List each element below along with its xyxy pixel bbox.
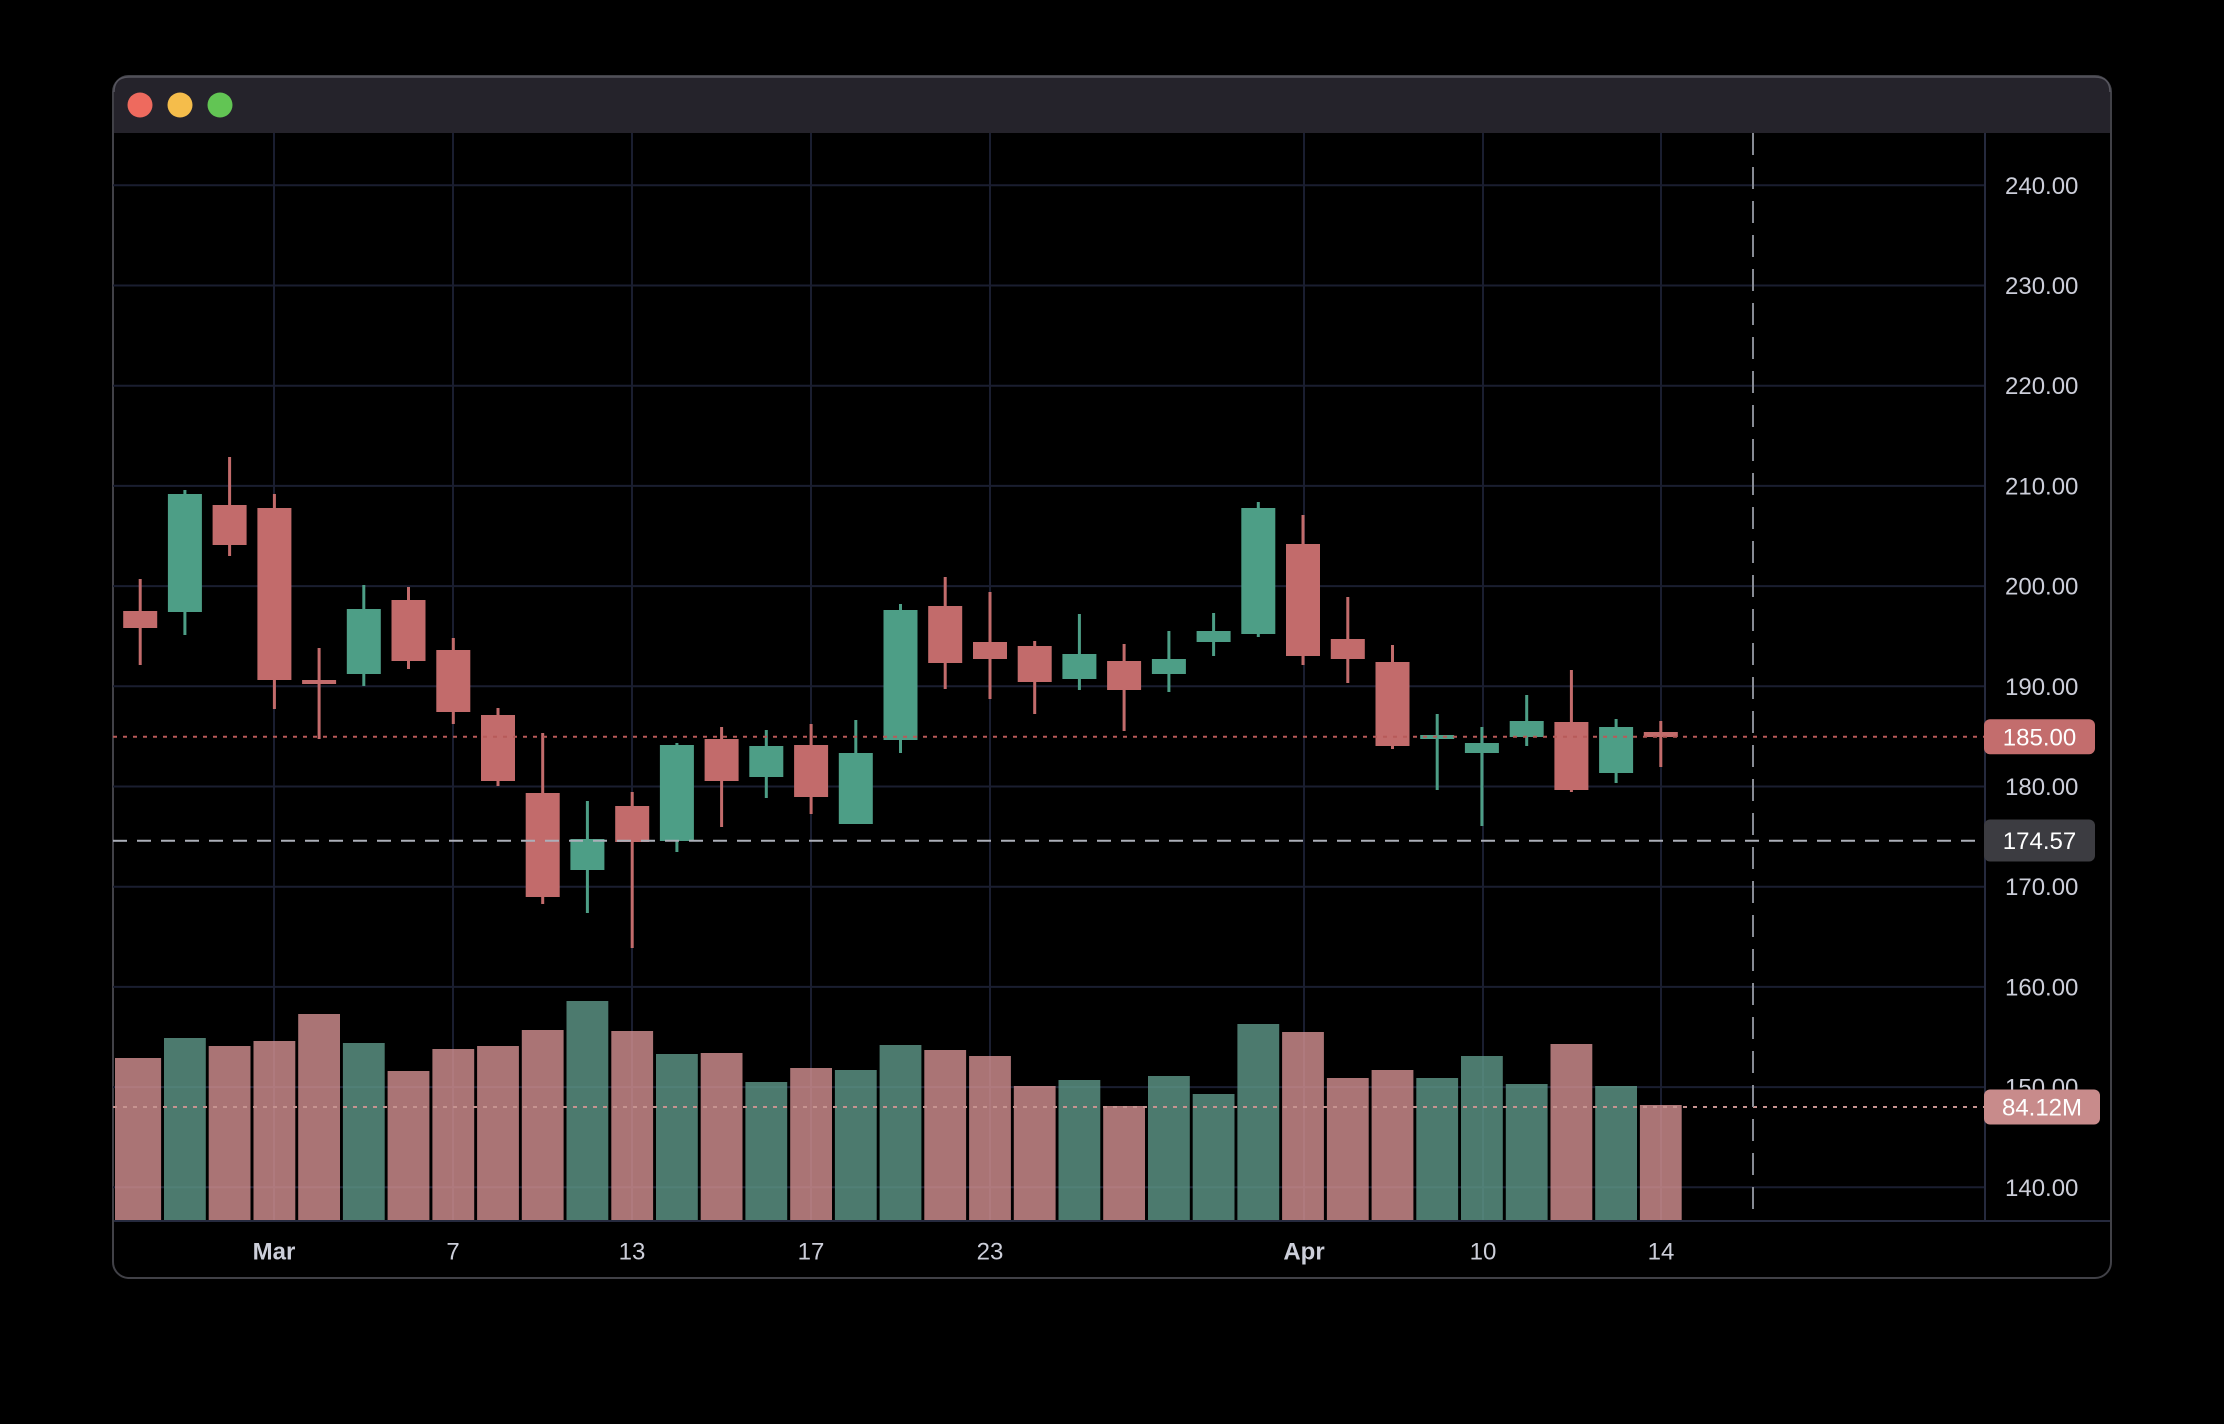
svg-text:220.00: 220.00 <box>2005 373 2078 400</box>
svg-text:185.00: 185.00 <box>2003 724 2076 751</box>
svg-text:84.12M: 84.12M <box>2002 1095 2082 1122</box>
svg-text:23: 23 <box>977 1239 1004 1266</box>
svg-text:13: 13 <box>619 1239 646 1266</box>
svg-text:200.00: 200.00 <box>2005 574 2078 601</box>
svg-text:210.00: 210.00 <box>2005 473 2078 500</box>
svg-text:17: 17 <box>798 1239 825 1266</box>
svg-text:7: 7 <box>446 1239 459 1266</box>
svg-text:Mar: Mar <box>253 1239 296 1266</box>
svg-text:240.00: 240.00 <box>2005 173 2078 200</box>
svg-text:14: 14 <box>1648 1239 1675 1266</box>
svg-text:140.00: 140.00 <box>2005 1175 2078 1202</box>
svg-text:170.00: 170.00 <box>2005 874 2078 901</box>
svg-text:Apr: Apr <box>1283 1239 1324 1266</box>
svg-text:230.00: 230.00 <box>2005 273 2078 300</box>
svg-text:180.00: 180.00 <box>2005 774 2078 801</box>
svg-text:190.00: 190.00 <box>2005 674 2078 701</box>
svg-text:160.00: 160.00 <box>2005 974 2078 1001</box>
svg-text:174.57: 174.57 <box>2003 828 2076 855</box>
svg-text:10: 10 <box>1470 1239 1497 1266</box>
